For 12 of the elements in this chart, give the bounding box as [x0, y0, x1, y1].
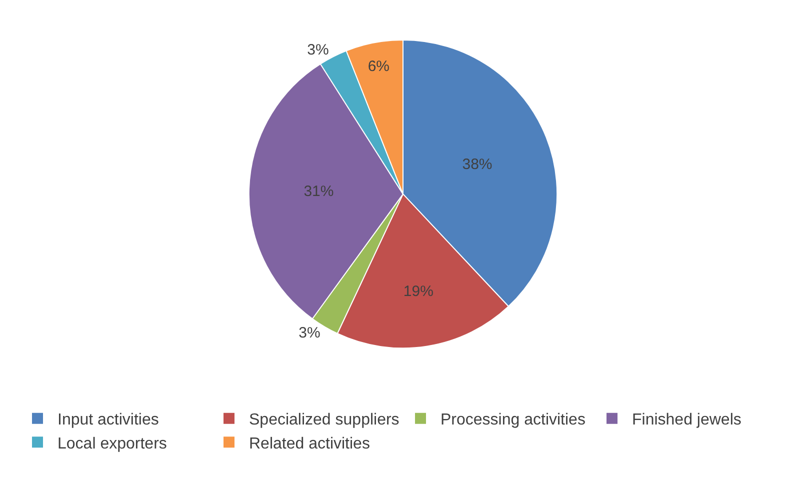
data-label: 38% [462, 156, 492, 174]
data-label: 6% [368, 58, 390, 76]
legend-label: Related activities [249, 435, 370, 452]
legend-label: Finished jewels [632, 412, 742, 429]
legend-label: Input activities [58, 412, 159, 429]
legend-label: Specialized suppliers [249, 412, 400, 429]
legend-label: Local exporters [58, 435, 167, 452]
legend-label: Processing activities [440, 412, 586, 429]
data-label: 31% [304, 182, 334, 200]
data-label: 3% [298, 324, 320, 342]
data-label: 3% [307, 42, 329, 59]
data-label: 19% [403, 283, 434, 300]
